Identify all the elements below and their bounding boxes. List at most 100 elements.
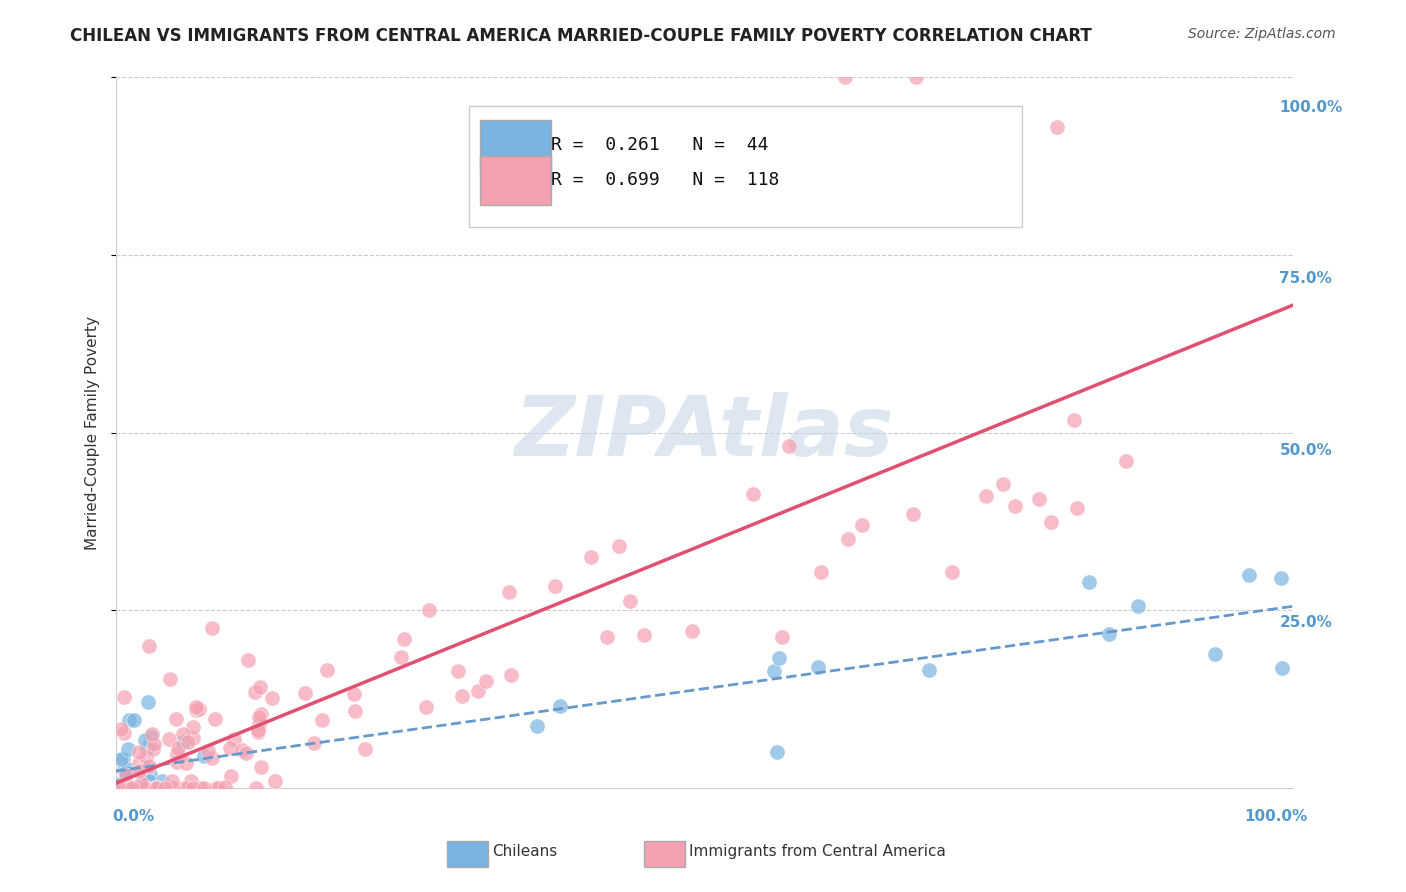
Point [112,752,135,766]
Point [681,624,703,639]
Point [110,752,132,766]
Point [167,740,190,755]
Point [343,687,366,701]
Point [132,778,155,792]
Point [498,585,520,599]
Point [354,742,377,756]
Point [1237,567,1260,582]
Point [918,663,941,677]
Text: 75.0%: 75.0% [1279,271,1333,286]
Point [1004,499,1026,513]
Point [112,763,135,777]
Point [138,759,160,773]
Point [186,699,208,714]
Point [146,780,169,795]
Point [145,780,167,795]
Text: Chileans: Chileans [492,845,557,859]
Point [246,725,269,739]
Point [837,533,859,547]
Point [633,628,655,642]
Point [204,712,226,726]
Point [176,780,198,795]
Point [1040,515,1063,529]
Point [188,702,211,716]
Point [763,664,786,678]
Point [243,685,266,699]
Point [143,737,166,751]
Point [181,720,204,734]
Point [250,707,273,722]
Point [111,780,134,795]
Point [150,773,173,788]
Point [205,780,228,795]
Point [1115,453,1137,467]
Point [778,439,800,453]
Point [132,780,155,795]
Point [128,764,150,778]
Point [188,780,211,795]
Point [834,70,856,85]
Point [135,750,157,764]
Point [120,780,142,795]
Point [197,743,219,757]
Point [125,780,148,795]
Point [181,780,204,795]
Point [139,767,162,781]
Point [231,743,253,757]
Point [117,742,139,756]
Point [135,780,157,795]
Point [807,659,830,673]
Point [115,768,138,782]
Point [526,719,548,733]
Point [166,755,188,769]
Text: ZIPAtlas: ZIPAtlas [515,392,894,473]
Point [245,780,267,795]
Point [991,477,1014,491]
Point [134,780,156,795]
Text: Source: ZipAtlas.com: Source: ZipAtlas.com [1188,27,1336,41]
Point [143,780,166,795]
Point [108,778,131,792]
Point [172,780,194,795]
Point [110,722,132,736]
Point [124,780,146,795]
Point [157,731,180,746]
Point [236,653,259,667]
Point [250,759,273,773]
Point [249,680,271,694]
Point [160,780,183,795]
Point [343,704,366,718]
Point [467,684,489,698]
Point [499,668,522,682]
Point [247,709,270,723]
Point [766,745,789,759]
Point [138,639,160,653]
Point [129,776,152,790]
Point [134,780,156,795]
Text: CHILEAN VS IMMIGRANTS FROM CENTRAL AMERICA MARRIED-COUPLE FAMILY POVERTY CORRELA: CHILEAN VS IMMIGRANTS FROM CENTRAL AMERI… [70,27,1092,45]
Point [159,673,181,687]
Point [193,749,215,764]
Point [219,740,242,755]
Point [107,780,129,795]
Point [193,780,215,795]
Text: R =  0.699   N =  118: R = 0.699 N = 118 [551,171,779,189]
Point [607,539,630,553]
Point [474,673,496,688]
Point [904,70,927,85]
Point [129,763,152,777]
Point [122,714,145,728]
Point [172,735,194,749]
Point [139,730,162,744]
Point [169,749,191,764]
Point [1128,599,1150,614]
Point [235,746,257,760]
Point [550,698,572,713]
Point [145,780,167,795]
Y-axis label: Married-Couple Family Poverty: Married-Couple Family Poverty [86,316,100,549]
Point [1204,647,1226,661]
Point [172,726,194,740]
Point [260,691,283,706]
Text: 0.0%: 0.0% [112,809,155,823]
Point [222,732,245,747]
